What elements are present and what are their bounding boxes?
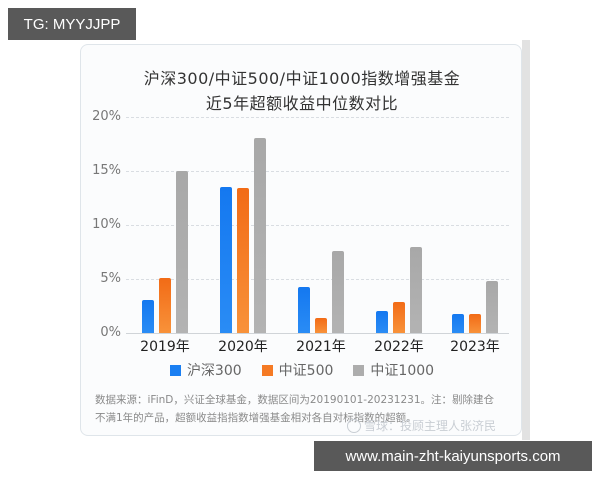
legend-label: 中证500	[278, 363, 334, 379]
note-line-1: 数据来源：iFinD，兴证全球基金，数据区间为20190101-20231231…	[95, 394, 495, 406]
bar[interactable]	[469, 313, 481, 333]
x-tick-label: 2023年	[450, 339, 500, 355]
grid-line	[126, 117, 509, 118]
bar[interactable]	[452, 313, 464, 333]
tg-badge: TG: MYYJJPP	[8, 8, 136, 40]
bar[interactable]	[237, 188, 249, 333]
side-strip	[522, 40, 530, 440]
y-tick-label: 5%	[100, 271, 121, 286]
chart-card: 沪深300/中证500/中证1000指数增强基金 近5年超额收益中位数对比 0%…	[80, 44, 522, 436]
legend: 沪深300 中证500 中证1000	[81, 360, 523, 380]
legend-item-zz1000[interactable]: 中证1000	[353, 360, 434, 380]
bar[interactable]	[298, 286, 310, 333]
snowball-logo-icon	[347, 418, 361, 433]
x-tick-label: 2020年	[218, 339, 268, 355]
legend-swatch-orange	[261, 364, 273, 376]
bar[interactable]	[376, 311, 388, 333]
y-tick-label: 10%	[92, 217, 121, 232]
grid-line	[126, 171, 509, 172]
legend-item-hs300[interactable]: 沪深300	[169, 360, 242, 380]
legend-label: 沪深300	[186, 363, 242, 379]
grid-line	[126, 279, 509, 280]
bar[interactable]	[142, 299, 154, 333]
legend-swatch-blue	[169, 364, 181, 376]
bar[interactable]	[315, 317, 327, 333]
x-tick-label: 2021年	[296, 339, 346, 355]
bar[interactable]	[176, 171, 188, 333]
chart-subtitle: 近5年超额收益中位数对比	[205, 94, 399, 113]
bar[interactable]	[254, 137, 266, 333]
data-source-note: 数据来源：iFinD，兴证全球基金，数据区间为20190101-20231231…	[95, 391, 515, 427]
watermark: 雪球：投顾主理人张济民	[347, 417, 496, 434]
note-line-2: 不满1年的产品，超额收益指指数增强基金相对各自对标指数的超额。	[95, 412, 417, 424]
url-badge: www.main-zht-kaiyunsports.com	[314, 441, 592, 471]
y-tick-label: 20%	[92, 109, 121, 124]
legend-label: 中证1000	[370, 363, 435, 379]
chart-title: 沪深300/中证500/中证1000指数增强基金	[143, 69, 461, 88]
x-tick-label: 2022年	[374, 339, 424, 355]
legend-swatch-gray	[353, 364, 365, 376]
y-tick-label: 0%	[100, 325, 121, 340]
watermark-text: 雪球：投顾主理人张济民	[364, 419, 497, 433]
legend-item-zz500[interactable]: 中证500	[261, 360, 334, 380]
bar[interactable]	[220, 187, 232, 333]
bar[interactable]	[486, 281, 498, 333]
grid-line	[126, 225, 509, 226]
x-axis-line	[126, 333, 509, 334]
bar[interactable]	[393, 301, 405, 333]
x-tick-label: 2019年	[140, 339, 190, 355]
y-tick-label: 15%	[92, 163, 121, 178]
bar[interactable]	[332, 250, 344, 333]
bar[interactable]	[159, 277, 171, 333]
bar[interactable]	[410, 246, 422, 333]
